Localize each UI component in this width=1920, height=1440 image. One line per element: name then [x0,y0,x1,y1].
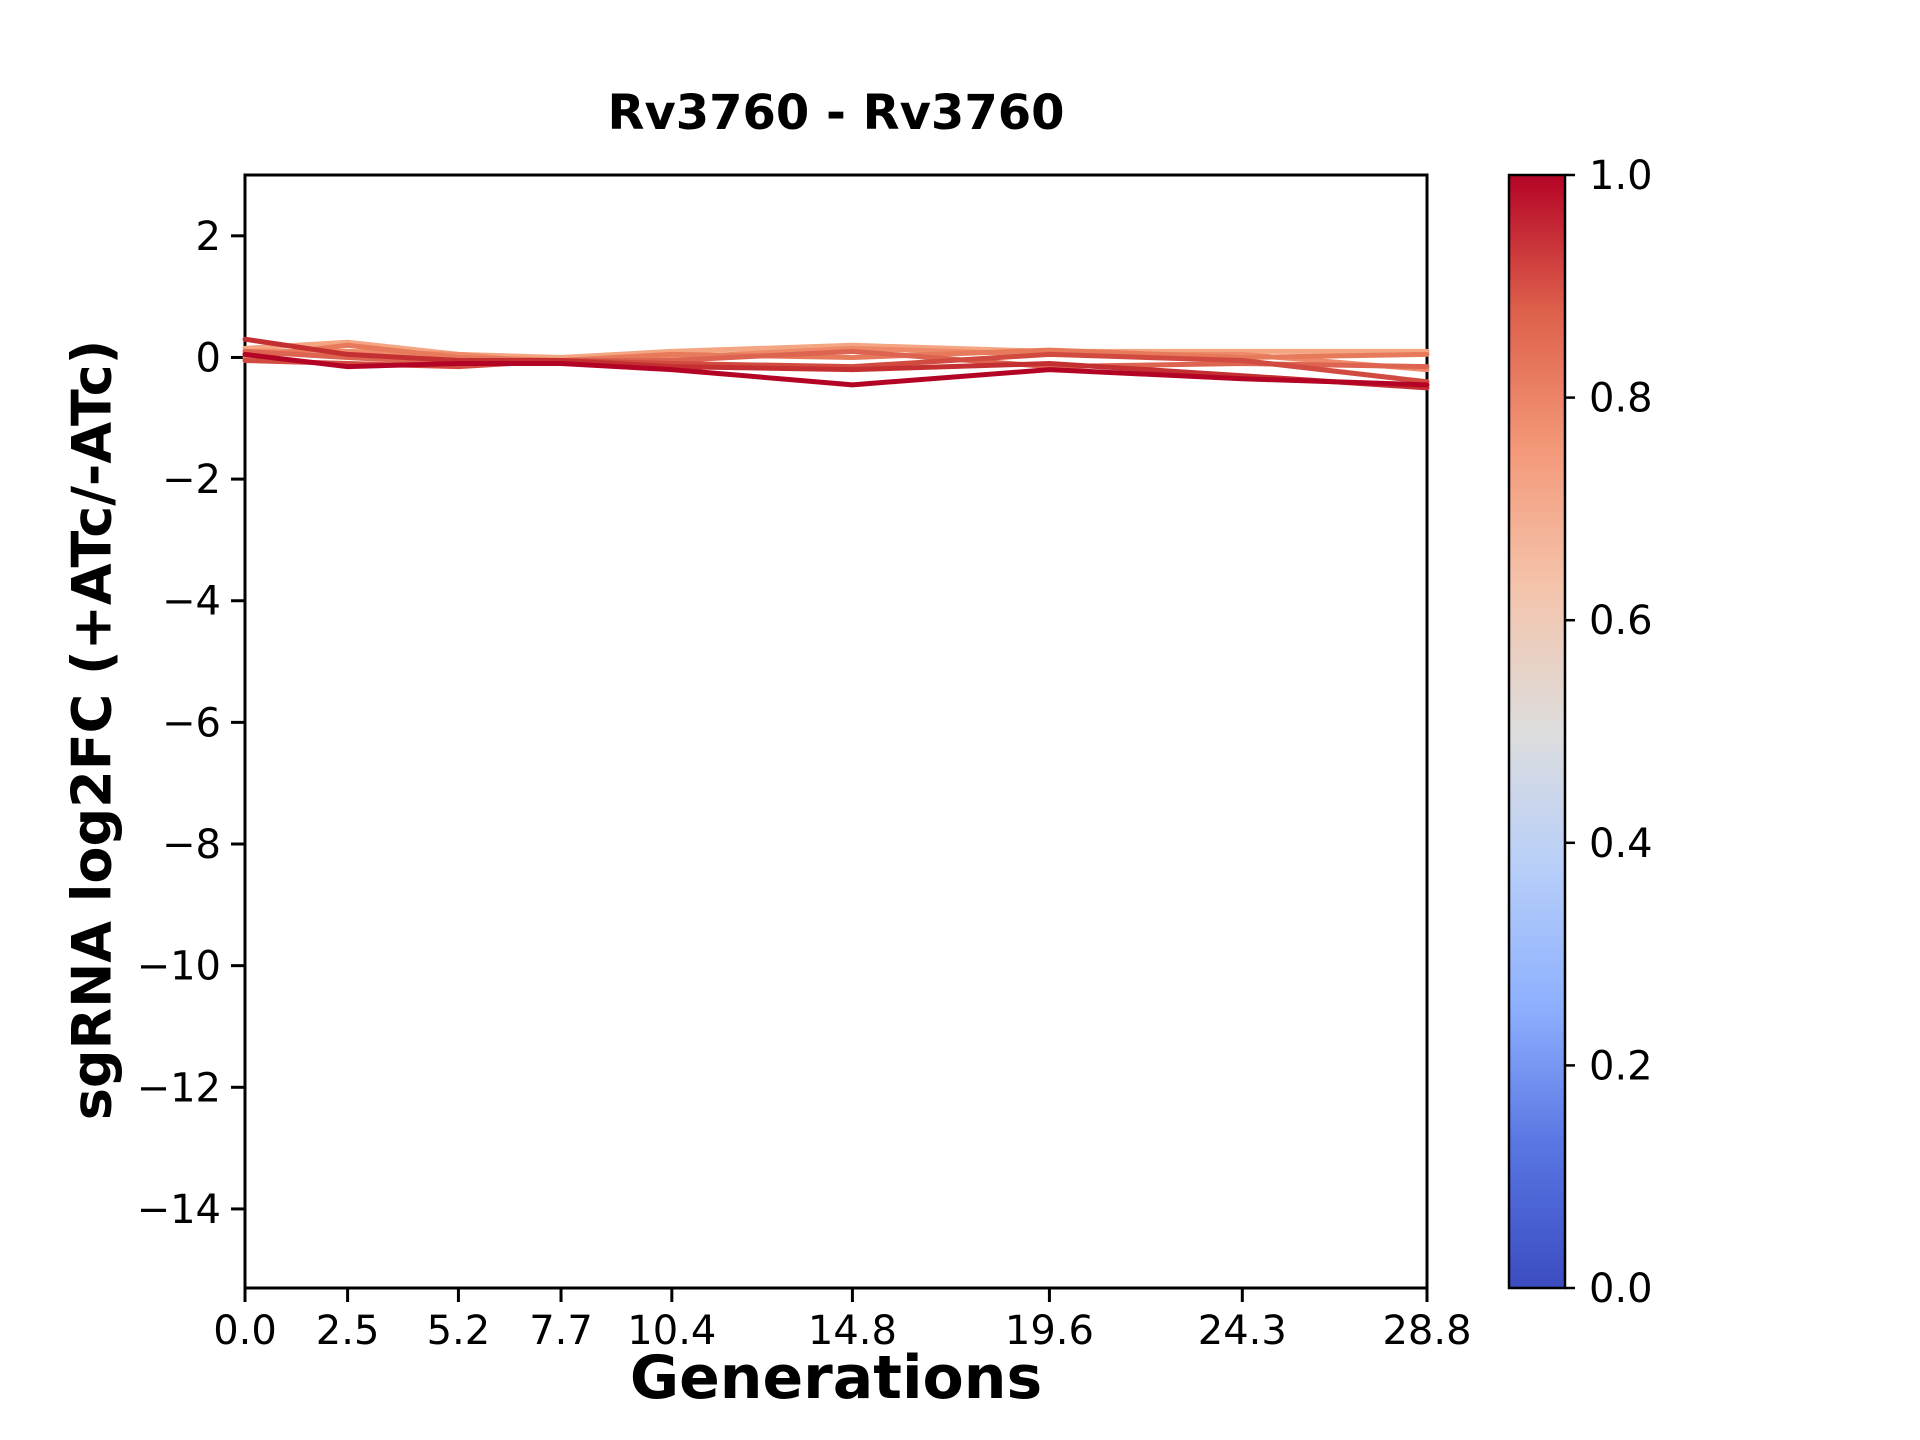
colorbar-tick-label: 0.8 [1589,376,1653,422]
series-line [242,351,1430,388]
x-tick-label: 10.4 [627,1308,716,1354]
x-tick-label: 7.7 [529,1308,593,1354]
y-axis-label: sgRNA log2FC (+ATc/-ATc) [60,339,124,1121]
y-tick-label: −6 [162,700,221,746]
y-tick-label: −12 [137,1065,221,1111]
colorbar-tick-label: 0.2 [1589,1043,1653,1089]
y-tick-label: −14 [137,1187,221,1233]
x-tick-label: 2.5 [316,1308,380,1354]
colorbar-tick-label: 0.6 [1589,598,1653,644]
colorbar-border [1507,173,1567,1290]
x-tick-label: 5.2 [427,1308,491,1354]
colorbar-tick-label: 1.0 [1589,153,1653,199]
y-tick-label: −2 [162,457,221,503]
y-tick-label: 2 [196,214,221,260]
series-line [242,348,1430,370]
x-tick-label: 24.3 [1198,1308,1287,1354]
x-axis-label: Generations [629,1343,1043,1413]
y-tick-label: 0 [196,335,221,381]
colorbar-tick-label: 0.4 [1589,821,1653,867]
series-line [242,336,1430,391]
colorbar-tick-label: 0.0 [1589,1266,1653,1312]
y-tick-label: −10 [137,944,221,990]
x-tick-label: 14.8 [808,1308,897,1354]
x-tick-label: 0.0 [213,1308,277,1354]
y-tick-label: −8 [162,822,221,868]
plot-border [243,173,1429,1290]
x-tick-label: 19.6 [1005,1308,1094,1354]
series-line [242,342,1430,363]
x-tick-label: 28.8 [1382,1308,1471,1354]
series-line [242,339,1430,360]
chart-title: Rv3760 - Rv3760 [607,85,1065,141]
y-tick-label: −4 [162,579,221,625]
colorbar [1509,175,1565,1288]
